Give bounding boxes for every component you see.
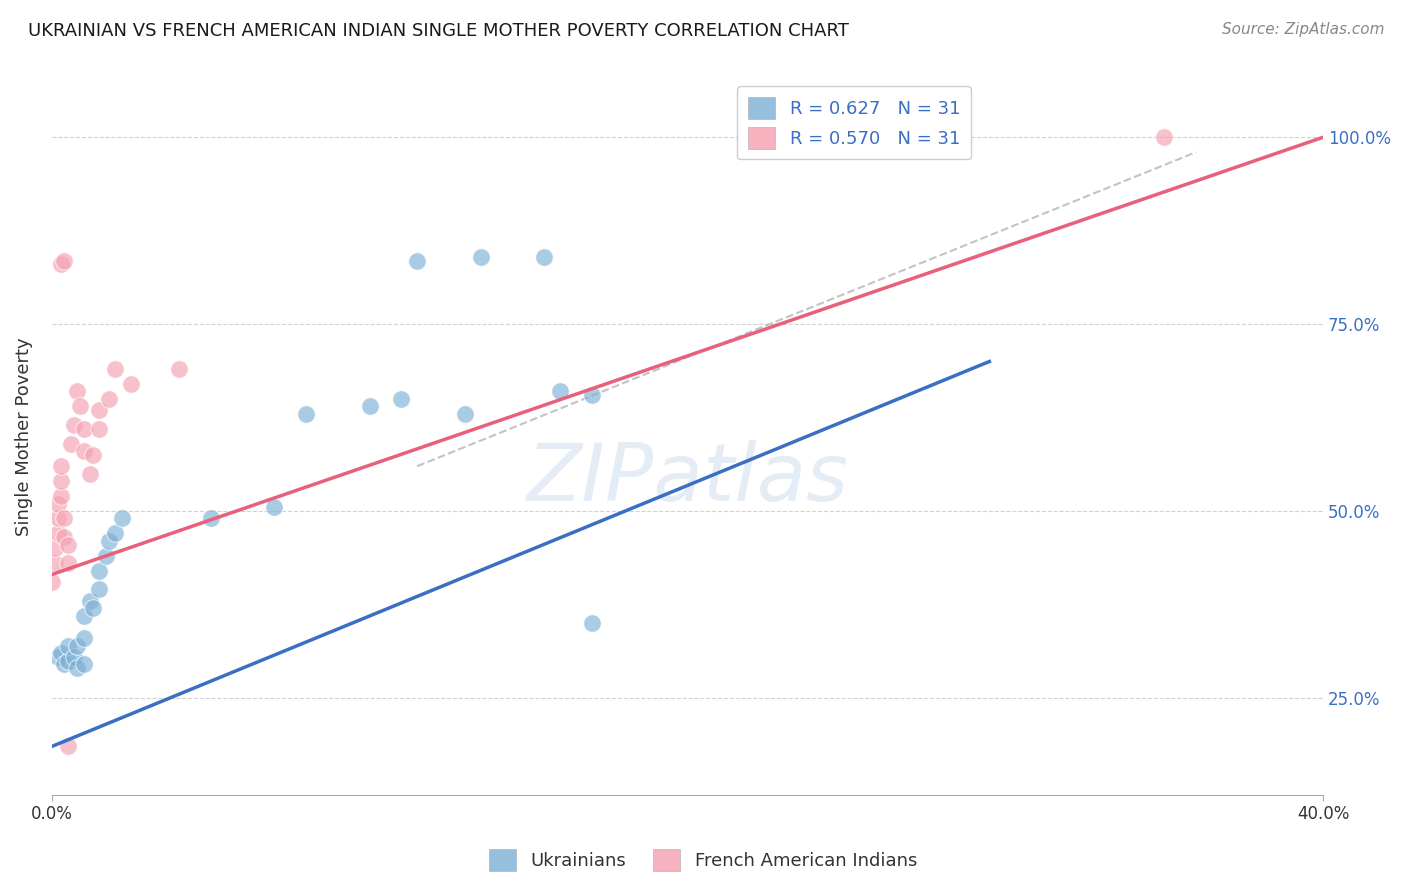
Point (59, 436, 82, 450)
Point (53, 657, 76, 672)
Point (295, 407, 318, 421)
Point (581, 616, 603, 631)
Point (97, 533, 120, 548)
Point (51, 474, 73, 488)
Point (82, 601, 104, 615)
Point (104, 362, 127, 376)
Text: Source: ZipAtlas.com: Source: ZipAtlas.com (1222, 22, 1385, 37)
Point (72, 444, 94, 458)
Point (89, 564, 111, 578)
Point (56, 538, 79, 552)
Point (359, 400, 381, 414)
Point (111, 511, 134, 525)
Point (89, 422, 111, 436)
Point (69, 400, 91, 414)
Point (46, 649, 69, 664)
Point (97, 392, 120, 406)
Point (63, 418, 86, 433)
Point (104, 526, 127, 541)
Y-axis label: Single Mother Poverty: Single Mother Poverty (15, 337, 32, 535)
Point (89, 582, 111, 597)
Point (200, 511, 222, 525)
Point (89, 403, 111, 417)
Legend: R = 0.627   N = 31, R = 0.570   N = 31: R = 0.627 N = 31, R = 0.570 N = 31 (737, 87, 970, 160)
Point (53, 511, 76, 525)
Point (66, 661, 89, 675)
Point (406, 253, 429, 268)
Point (550, 384, 572, 399)
Point (79, 593, 101, 607)
Text: UKRAINIAN VS FRENCH AMERICAN INDIAN SINGLE MOTHER POVERTY CORRELATION CHART: UKRAINIAN VS FRENCH AMERICAN INDIAN SING… (28, 22, 849, 40)
Point (581, 388, 603, 402)
Point (56, 639, 79, 653)
Point (66, 384, 89, 399)
Point (53, 253, 76, 268)
Point (53, 530, 76, 544)
Point (1153, 130, 1175, 145)
Point (44, 541, 66, 556)
Point (470, 250, 492, 264)
Point (72, 631, 94, 645)
Point (82, 448, 104, 462)
Point (72, 422, 94, 436)
Legend: Ukrainians, French American Indians: Ukrainians, French American Indians (482, 842, 924, 879)
Point (120, 376, 142, 391)
Point (454, 407, 477, 421)
Point (94, 549, 117, 563)
Point (533, 250, 555, 264)
Point (41, 574, 63, 589)
Point (46, 511, 69, 525)
Point (44, 557, 66, 571)
Point (72, 657, 94, 672)
Point (72, 608, 94, 623)
Text: ZIPatlas: ZIPatlas (526, 441, 848, 518)
Point (46, 526, 69, 541)
Point (51, 257, 73, 271)
Point (389, 392, 412, 406)
Point (51, 459, 73, 474)
Point (56, 653, 79, 667)
Point (66, 639, 89, 653)
Point (79, 467, 101, 481)
Point (263, 500, 285, 515)
Point (63, 649, 86, 664)
Point (51, 646, 73, 660)
Point (56, 739, 79, 754)
Point (56, 557, 79, 571)
Point (51, 489, 73, 503)
Point (46, 496, 69, 510)
Point (167, 362, 190, 376)
